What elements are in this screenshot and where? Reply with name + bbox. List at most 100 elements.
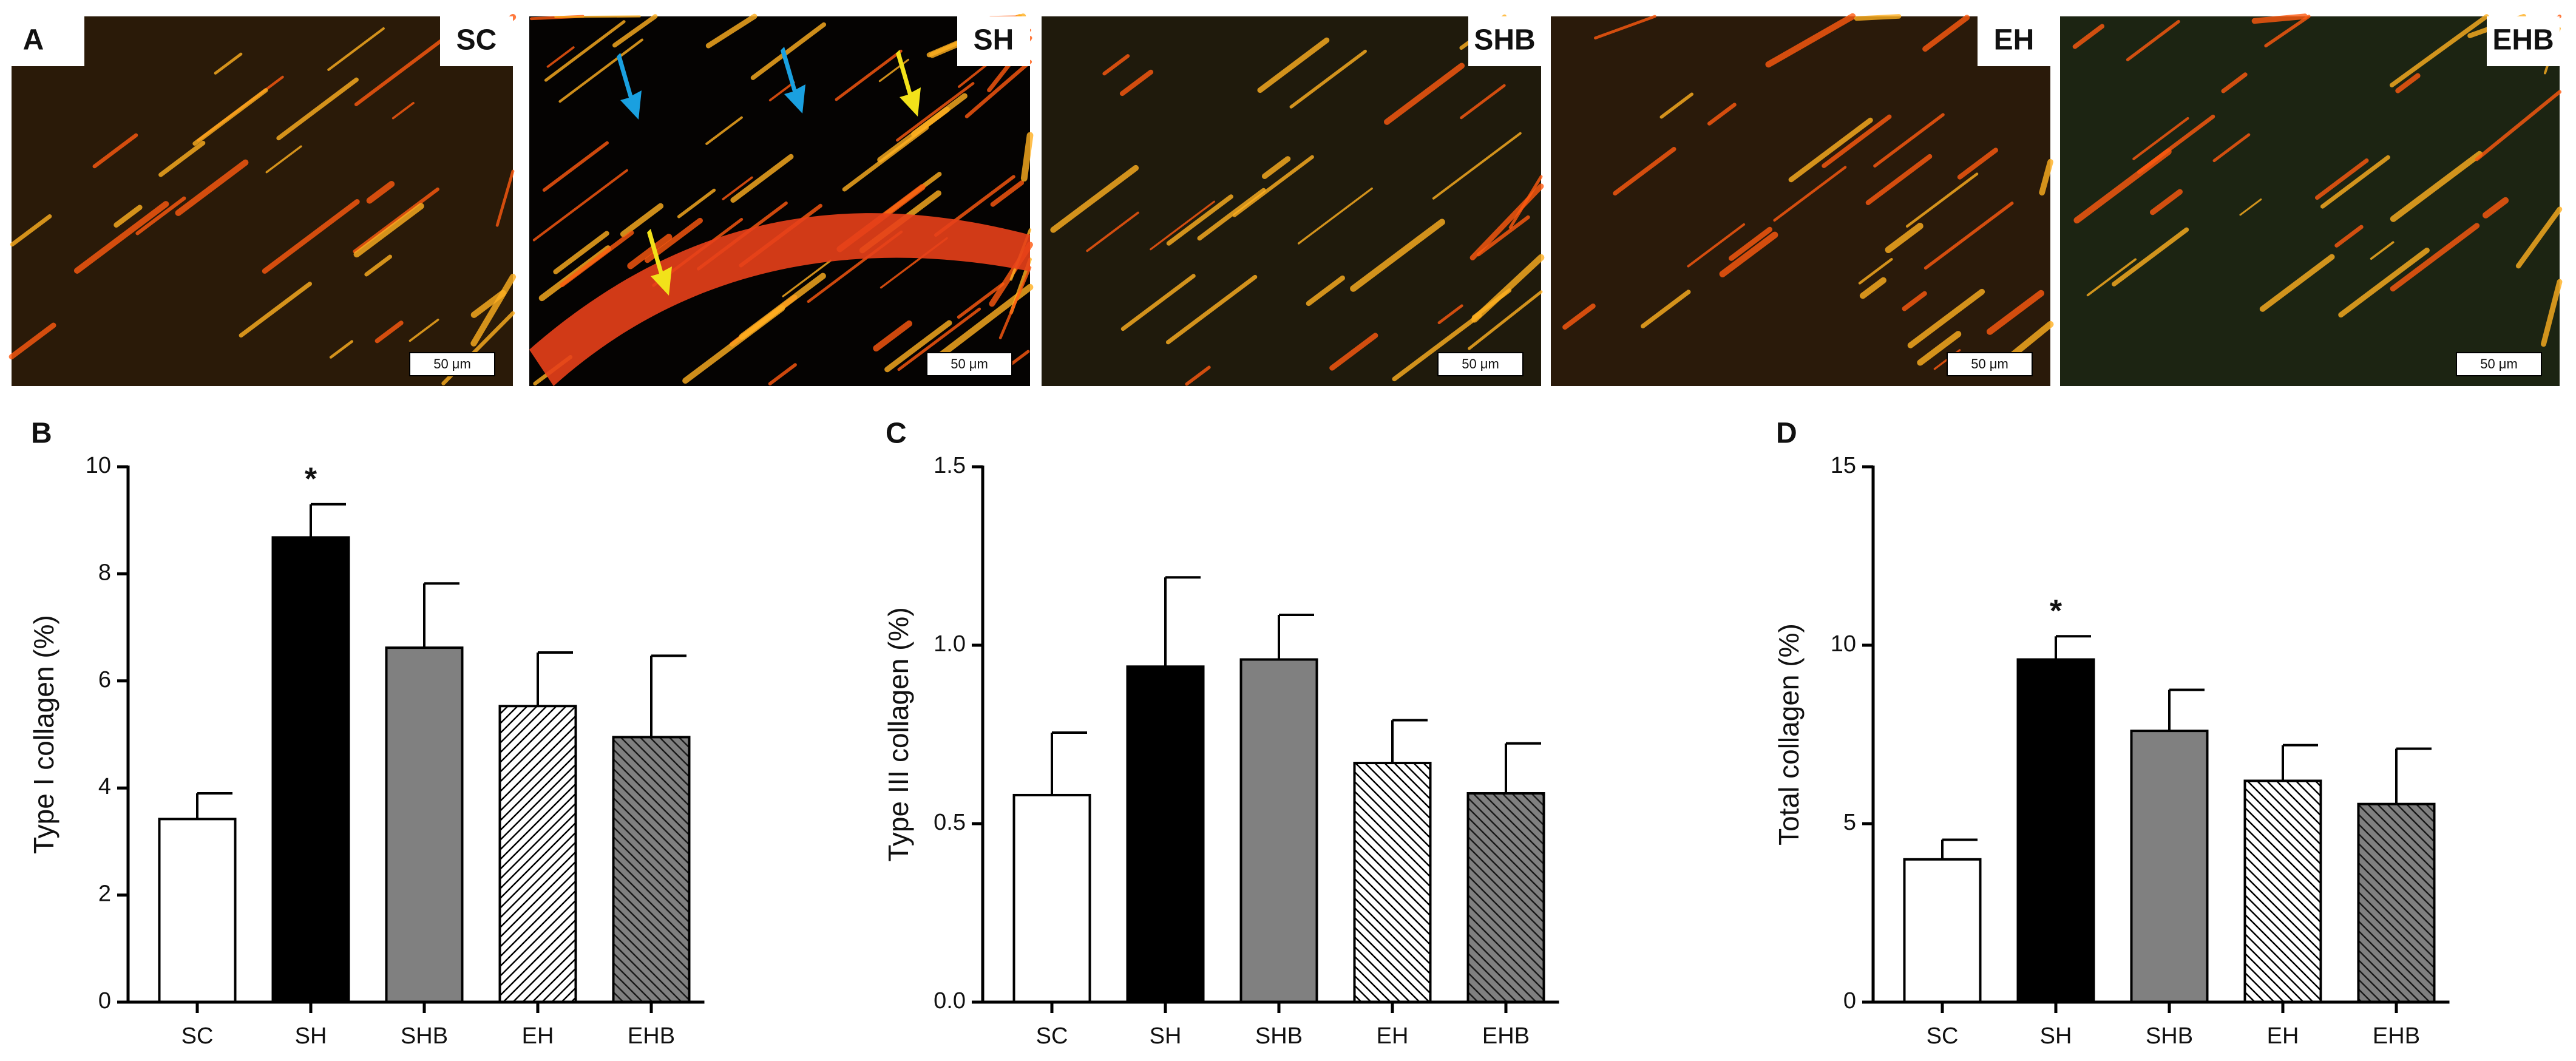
collagen-fiber: [1232, 155, 1314, 217]
y-tick-label: 5: [1843, 810, 1856, 835]
collagen-fiber: [2475, 90, 2561, 161]
collagen-fiber: [135, 196, 186, 236]
collagen-fiber: [990, 180, 1025, 207]
collagen-fiber: [214, 52, 243, 75]
collagen-fiber: [1119, 69, 1154, 97]
image-label: EHB: [2492, 24, 2554, 56]
collagen-fiber: [1197, 188, 1266, 241]
image-label: SC: [456, 24, 497, 56]
collagen-fiber: [364, 254, 392, 277]
collagen-fiber: [470, 274, 517, 347]
collagen-fiber: [265, 145, 302, 174]
collagen-fiber: [1257, 37, 1330, 93]
collagen-fiber: [1924, 202, 2014, 270]
collagen-fiber: [895, 82, 975, 142]
collagen-fiber: [1773, 166, 1847, 222]
collagen-fiber: [158, 140, 206, 177]
collagen-fiber: [1471, 288, 1512, 319]
scale-bar-label: 50 μm: [2480, 356, 2518, 371]
x-tick-label: SH: [2040, 1023, 2072, 1049]
collagen-fiber: [1659, 92, 1694, 119]
collagen-fiber: [1865, 154, 1933, 205]
image-label: SHB: [1474, 24, 1535, 56]
panel-label: D: [1776, 418, 1797, 450]
collagen-fiber: [2483, 197, 2509, 219]
collagen-fiber: [2389, 14, 2489, 87]
arrow: [617, 53, 642, 120]
collagen-fiber: [2259, 254, 2335, 312]
micrograph: EH 50 μm: [1551, 13, 2054, 386]
bar: [385, 646, 464, 1003]
collagen-fiber: [1957, 147, 1998, 180]
collagen-fiber: [2251, 13, 2308, 24]
arrow: [647, 229, 672, 296]
collagen-fiber: [391, 101, 415, 120]
collagen-fiber: [554, 15, 641, 18]
image-label: EH: [1994, 24, 2035, 56]
x-tick-label: EH: [522, 1023, 554, 1049]
micrograph: SHB 50 μm: [1042, 14, 1545, 386]
collagen-fiber: [730, 154, 794, 203]
collagen-fiber: [884, 320, 952, 373]
image-label-box: [1978, 16, 2050, 66]
collagen-fiber: [1922, 15, 1970, 52]
collagen-fiber: [366, 181, 395, 204]
collagen-fiber: [1050, 164, 1139, 233]
collagen-fiber: [2320, 155, 2390, 209]
collagen-fiber: [542, 141, 609, 192]
x-tick-label: SHB: [1255, 1023, 1303, 1049]
collagen-fiber: [1350, 219, 1445, 292]
collagen-band: [529, 213, 1030, 386]
collagen-fiber: [2315, 158, 2369, 200]
collagen-fiber: [2039, 158, 2053, 196]
collagen-fiber: [2390, 151, 2483, 222]
collagen-fiber: [375, 320, 404, 344]
y-tick-label: 0.0: [934, 988, 966, 1014]
collagen-fiber: [560, 230, 634, 288]
scale-bar-box: [1947, 352, 2033, 376]
collagen-fiber: [1905, 172, 1979, 228]
collagen-fiber: [1907, 288, 1985, 348]
bar: [2243, 779, 2322, 1003]
collagen-fiber: [1086, 211, 1139, 253]
collagen-fiber: [1859, 277, 1886, 299]
bar: [498, 705, 577, 1004]
collagen-fiber: [620, 203, 664, 237]
collagen-fiber: [878, 58, 909, 83]
collagen-fiber: [1165, 274, 1258, 345]
collagen-fiber: [1613, 146, 1676, 196]
collagen-fiber: [2137, 114, 2215, 174]
collagen-fiber: [1468, 290, 1543, 350]
collagen-fiber: [1508, 175, 1543, 229]
collagen-fiber: [750, 22, 827, 80]
collagen-fiber: [2112, 227, 2189, 286]
collagen-fiber: [2264, 15, 2311, 48]
panel-label: C: [886, 418, 907, 450]
collagen-fiber: [1902, 291, 1927, 311]
collagen-fiber: [8, 322, 56, 360]
bar: [2016, 658, 2095, 1003]
collagen-fiber: [2221, 72, 2248, 93]
collagen-fiber: [2149, 189, 2183, 215]
collagen-fiber: [768, 363, 797, 385]
collagen-fiber: [2390, 223, 2480, 292]
scale-bar-label: 50 μm: [951, 356, 988, 371]
scale-bar-box: [926, 352, 1012, 376]
collagen-fiber: [2239, 198, 2262, 216]
collagen-fiber: [1562, 303, 1596, 330]
scale-bar-label: 50 μm: [1971, 356, 2008, 371]
scale-bar-box: [1437, 352, 1524, 376]
collagen-fiber: [612, 14, 658, 48]
significance-marker: *: [305, 461, 317, 497]
x-tick-label: EHB: [1482, 1023, 1530, 1049]
collagen-fiber: [1020, 132, 1034, 182]
collagen-fiber: [354, 36, 446, 106]
collagen-fiber: [1728, 226, 1773, 261]
collagen-fiber: [239, 282, 313, 338]
micrograph-bg: [12, 16, 513, 386]
collagen-fiber: [722, 176, 753, 200]
micrograph: EHB 50 μm: [2060, 13, 2563, 386]
collagen-fiber: [2334, 225, 2364, 248]
collagen-fiber: [1289, 49, 1367, 109]
collagen-fiber: [1185, 365, 1211, 386]
